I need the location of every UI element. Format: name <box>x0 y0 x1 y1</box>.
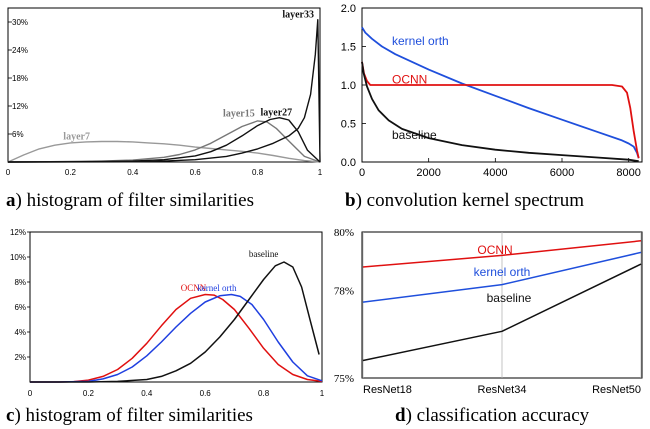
panel-a-y-tick-label: 24% <box>12 46 28 55</box>
panel-d-series-baseline <box>362 263 642 362</box>
panel-a-x-tick-label: 0.4 <box>127 168 139 177</box>
panel-c-x-tick-label: 0.2 <box>83 389 95 398</box>
panel-c-x-tick-label: 0.6 <box>200 389 212 398</box>
panel-c-x-tick-label: 1 <box>320 389 325 398</box>
panel-b-x-tick-label: 2000 <box>416 167 440 179</box>
panel-d-y-tick-label: 75% <box>334 373 354 385</box>
panel-a-y-tick-label: 6% <box>12 130 24 139</box>
caption-b: b) convolution kernel spectrum <box>345 190 585 211</box>
panel-b-x-tick-label: 0 <box>359 167 365 179</box>
panel-d-series-OCNN <box>362 240 642 268</box>
panel-b-y-tick-label: 1.0 <box>341 80 356 92</box>
panel-b-y-tick-label: 1.5 <box>341 42 356 54</box>
panel-a-series-label: layer15 <box>223 108 255 119</box>
panel-a-x-tick-label: 1 <box>318 168 323 177</box>
panel-a-y-tick-label: 18% <box>12 74 28 83</box>
panel-d-x-tick-label: ResNet34 <box>478 384 527 396</box>
panel-d-x-tick-label: ResNet50 <box>592 384 641 396</box>
panel-b-series-label: kernel orth <box>392 34 449 48</box>
panel-a-series-layer33 <box>7 19 321 163</box>
panel-c-y-tick-label: 4% <box>14 328 26 337</box>
panel-b-series-baseline <box>361 61 639 163</box>
panel-c-x-tick-label: 0.4 <box>141 389 153 398</box>
panel-a-frame <box>7 7 321 163</box>
panel-b-x-tick-label: 6000 <box>550 167 574 179</box>
panel-b-series-OCNN <box>361 61 640 159</box>
panel-a-series-layer7 <box>7 140 321 163</box>
panel-d-series-label: baseline <box>487 291 532 305</box>
panel-d-series-kernel orth <box>362 251 642 303</box>
panel-b-y-tick-label: 0.5 <box>341 119 356 131</box>
panel-b-y-tick-label: 0.0 <box>341 157 356 169</box>
panel-c-series-label: kernel orth <box>197 283 237 293</box>
panel-c-y-tick-label: 12% <box>10 228 26 237</box>
panel-a-x-tick-label: 0.2 <box>65 168 77 177</box>
panel-c-series-label: baseline <box>249 249 279 259</box>
panel-d-x-tick-label: ResNet18 <box>363 384 412 396</box>
panel-a-series-label: layer27 <box>260 107 292 118</box>
panel-a-y-tick-label: 12% <box>12 102 28 111</box>
panel-a-y-tick-label: 30% <box>12 18 28 27</box>
panel-a-series-label: layer7 <box>63 132 90 143</box>
panel-d-series-label: OCNN <box>477 243 512 257</box>
caption-d: d) classification accuracy <box>395 405 590 426</box>
panel-d-y-tick-label: 78% <box>334 285 354 297</box>
panel-c-y-tick-label: 2% <box>14 353 26 362</box>
panel-b-x-tick-label: 4000 <box>483 167 507 179</box>
panel-b-series-kernel orth <box>361 26 640 159</box>
panel-c-y-tick-label: 8% <box>14 278 26 287</box>
panel-d-y-tick-label: 80% <box>334 227 354 239</box>
panel-c-y-tick-label: 10% <box>10 253 26 262</box>
panel-c-series-baseline <box>30 261 320 383</box>
panel-d-series-label: kernel orth <box>474 265 531 279</box>
panel-b-series-label: OCNN <box>392 72 427 86</box>
panel-c-x-tick-label: 0 <box>28 389 33 398</box>
panel-a-x-tick-label: 0.6 <box>190 168 202 177</box>
caption-c: c) histogram of filter similarities <box>6 405 253 426</box>
panel-a-x-tick-label: 0.8 <box>252 168 264 177</box>
panel-c-series-OCNN <box>30 293 323 383</box>
caption-a: a) histogram of filter similarities <box>6 190 255 211</box>
panel-b-y-tick-label: 2.0 <box>341 3 356 15</box>
panel-c-series-label: OCNN <box>181 283 207 293</box>
panel-b-series-label: baseline <box>392 128 437 142</box>
panel-c-y-tick-label: 6% <box>14 303 26 312</box>
panel-c-series-kernel orth <box>30 293 323 383</box>
panel-a-series-label: layer33 <box>282 9 314 20</box>
panel-b-x-tick-label: 8000 <box>616 167 640 179</box>
panel-a-series-layer27 <box>7 116 321 163</box>
panel-c-x-tick-label: 0.8 <box>258 389 270 398</box>
panel-a-x-tick-label: 0 <box>6 168 11 177</box>
